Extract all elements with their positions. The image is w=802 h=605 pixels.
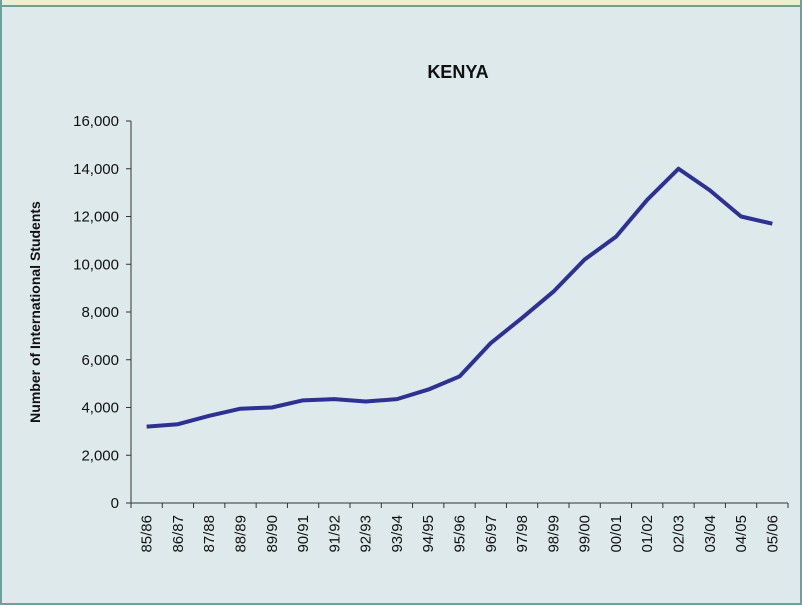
y-tick-label: 8,000 (81, 304, 119, 321)
x-tick-label: 85/86 (139, 515, 156, 553)
y-tick-label: 0 (111, 495, 119, 512)
x-tick-label: 87/88 (201, 515, 218, 553)
x-tick-label: 99/00 (577, 515, 594, 553)
frame (0, 5, 802, 605)
x-tick-label: 97/98 (514, 515, 531, 553)
y-tick-label: 16,000 (73, 113, 119, 130)
y-axis-label: Number of International Students (27, 201, 43, 423)
x-tick-label: 00/01 (608, 515, 625, 553)
data-line (146, 166, 773, 429)
x-tick-label: 95/96 (452, 515, 469, 553)
x-tick-label: 92/93 (358, 515, 375, 553)
y-tick-label: 4,000 (81, 400, 119, 417)
x-tick-label: 01/02 (639, 515, 656, 553)
y-tick-label: 10,000 (73, 256, 119, 273)
x-tick-label: 02/03 (671, 515, 688, 553)
x-tick-label: 90/91 (295, 515, 312, 553)
x-tick-label: 89/90 (264, 515, 281, 553)
x-tick-label: 93/94 (389, 515, 406, 553)
x-tick-label: 91/92 (326, 515, 343, 553)
x-tick-label: 88/89 (233, 515, 250, 553)
chart-title: KENYA (427, 62, 488, 82)
y-tick-label: 12,000 (73, 209, 119, 226)
y-tick-label: 2,000 (81, 447, 119, 464)
x-tick-label: 94/95 (420, 515, 437, 553)
x-tick-label: 05/06 (764, 515, 781, 553)
x-tick-label: 04/05 (733, 515, 750, 553)
y-tick-label: 6,000 (81, 352, 119, 369)
y-tick-label: 14,000 (73, 161, 119, 178)
x-tick-label: 86/87 (170, 515, 187, 553)
x-tick-label: 03/04 (702, 515, 719, 553)
x-tick-label: 96/97 (483, 515, 500, 553)
x-tick-label: 98/99 (545, 515, 562, 553)
